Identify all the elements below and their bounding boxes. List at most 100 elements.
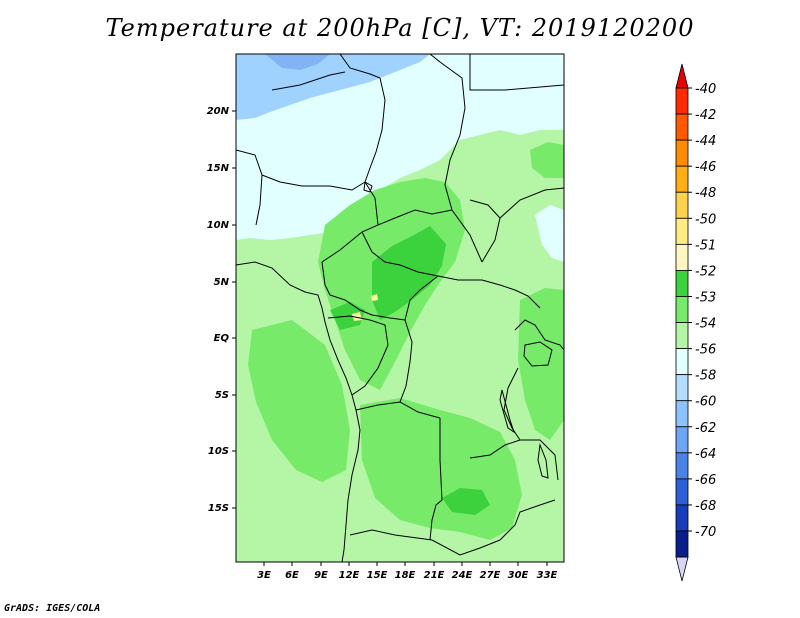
lon-tick-30e: 30E <box>508 562 529 581</box>
colorbar-swatch-14 <box>675 452 689 480</box>
colorbar-swatch-5 <box>675 217 689 245</box>
fill-region-minus58 <box>265 54 330 70</box>
colorbar-label-11: -58 <box>695 369 716 384</box>
lake-victoria <box>523 341 553 367</box>
fill-region-minus54-north <box>236 54 564 240</box>
lat-tick-5s: 5S <box>215 390 236 401</box>
lon-tick-27e: 27E <box>480 562 501 581</box>
lat-tick-10s: 10S <box>208 446 236 457</box>
fill-region-minus51-south <box>442 488 490 515</box>
border-16 <box>499 187 564 219</box>
lat-label-20n: 20N <box>207 106 230 117</box>
colorbar-label-10: -56 <box>695 343 716 358</box>
credit-label: GrADS: IGES/COLA <box>4 603 101 614</box>
colorbar-label-17: -70 <box>695 525 716 540</box>
longitude-axis: 3E 6E 9E 12E 15E 18E 21E 24E 27E 30E 33E <box>257 562 558 581</box>
colorbar-label-0: -40 <box>695 82 716 97</box>
lon-tick-18e: 18E <box>395 562 416 581</box>
colorbar-swatch-15 <box>675 478 689 506</box>
border-3 <box>271 71 346 91</box>
colorbar-swatch-17 <box>675 530 689 558</box>
border-6 <box>321 181 379 263</box>
border-14 <box>481 279 541 309</box>
fill-region-minus52-southwest <box>248 320 350 482</box>
lon-tick-21e: 21E <box>424 562 445 581</box>
colorbar-label-6: -51 <box>695 238 716 253</box>
lon-tick-12e: 12E <box>339 562 360 581</box>
lat-tick-15n: 15N <box>207 163 236 174</box>
lat-label-5n: 5N <box>214 277 230 288</box>
lon-label-6e: 6E <box>285 570 299 581</box>
fill-region-minus50-b <box>371 294 378 301</box>
lon-tick-9e: 9E <box>314 562 328 581</box>
colorbar-label-2: -44 <box>695 134 716 149</box>
lon-label-27e: 27E <box>480 570 501 581</box>
fill-region-minus54-east <box>535 205 564 262</box>
temperature-fill <box>236 54 564 562</box>
lat-label-eq: EQ <box>214 333 230 344</box>
lake-tanganyika <box>499 389 515 434</box>
colorbar-swatch-0 <box>675 87 689 115</box>
lon-tick-6e: 6E <box>285 562 299 581</box>
border-18 <box>355 401 441 419</box>
lon-label-18e: 18E <box>395 570 416 581</box>
chart-title: Temperature at 200hPa [C], VT: 201912020… <box>105 14 695 42</box>
colorbar-swatch-3 <box>675 165 689 193</box>
lon-tick-15e: 15E <box>367 562 388 581</box>
colorbar-swatch-7 <box>675 270 689 297</box>
colorbar-label-3: -46 <box>695 160 716 175</box>
colorbar-label-9: -54 <box>695 317 716 332</box>
colorbar-label-12: -60 <box>695 395 716 410</box>
colorbar-label-14: -64 <box>695 447 716 462</box>
lat-tick-10n: 10N <box>207 220 236 231</box>
lon-label-15e: 15E <box>367 570 388 581</box>
lon-label-33e: 33E <box>537 570 558 581</box>
fill-region-minus52-northeast <box>530 142 564 178</box>
lon-tick-3e: 3E <box>257 562 271 581</box>
colorbar-label-16: -68 <box>695 499 716 514</box>
lat-tick-5n: 5N <box>214 277 236 288</box>
colorbar-label-8: -53 <box>695 290 716 305</box>
lat-label-5s: 5S <box>215 390 229 401</box>
border-19 <box>429 418 443 541</box>
colorbar-swatch-10 <box>675 348 689 376</box>
border-21 <box>499 499 556 541</box>
colorbar-label-13: -62 <box>695 421 716 436</box>
map-frame <box>235 53 565 563</box>
fill-region-minus50 <box>352 312 362 321</box>
colorbar-bottom-arrow <box>675 556 689 582</box>
colorbar-swatch-12 <box>675 400 689 428</box>
lat-tick-20n: 20N <box>207 106 236 117</box>
lat-tick-eq: EQ <box>214 333 236 344</box>
colorbar-swatch-9 <box>675 322 689 350</box>
lon-label-30e: 30E <box>508 570 529 581</box>
border-9 <box>321 261 331 296</box>
lon-tick-33e: 33E <box>537 562 558 581</box>
border-17 <box>469 54 564 91</box>
colorbar-top-arrow <box>675 63 689 89</box>
colorbar-swatch-1 <box>675 113 689 141</box>
border-10 <box>329 294 406 321</box>
border-11 <box>404 275 439 321</box>
lon-label-24e: 24E <box>452 570 473 581</box>
border-13 <box>399 319 413 403</box>
border-5 <box>261 174 366 191</box>
coastline-west <box>236 261 361 562</box>
colorbar-swatch-4 <box>675 191 689 219</box>
colorbar-label-5: -50 <box>695 212 716 227</box>
colorbar-swatch-6 <box>675 243 689 271</box>
colorbar-label-1: -42 <box>695 108 716 123</box>
colorbar-label-7: -52 <box>695 264 716 279</box>
lat-tick-15s: 15S <box>208 503 236 514</box>
colorbar-swatch-8 <box>675 296 689 323</box>
fill-region-minus52-east <box>518 288 564 440</box>
border-2 <box>429 54 483 263</box>
border-20 <box>349 529 501 556</box>
country-borders <box>236 54 564 562</box>
border-24 <box>503 367 521 441</box>
colorbar: -40 -42 -44 -46 -48 -50 -51 -52 -53 -54 -56 -58 -60 -… <box>675 63 716 582</box>
border-23 <box>514 319 564 351</box>
lon-label-12e: 12E <box>339 570 360 581</box>
lake-chad <box>363 181 373 193</box>
